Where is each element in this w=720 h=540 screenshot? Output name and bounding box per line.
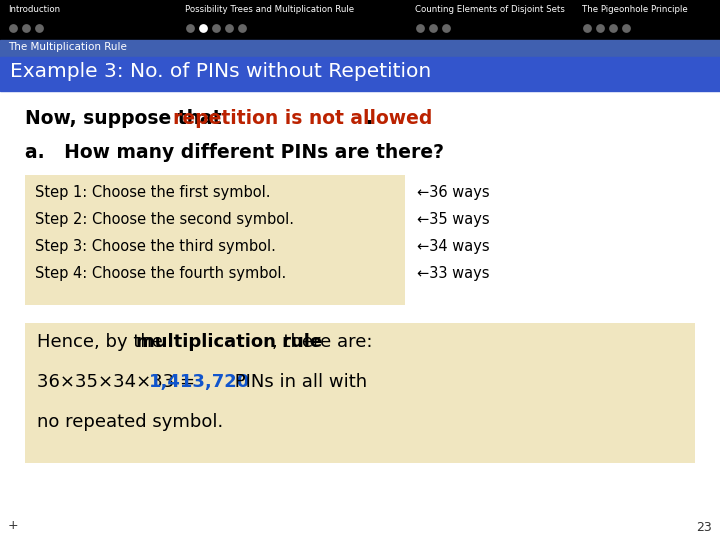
Point <box>33 24 45 32</box>
Text: 36×35×34×33 =: 36×35×34×33 = <box>37 373 201 391</box>
Text: Step 4: Choose the fourth symbol.: Step 4: Choose the fourth symbol. <box>35 266 287 281</box>
Text: 23: 23 <box>696 521 712 534</box>
Text: repetition is not allowed: repetition is not allowed <box>173 109 433 128</box>
Point <box>7 24 19 32</box>
Bar <box>0 91 720 540</box>
Bar <box>0 0 720 40</box>
Point <box>236 24 248 32</box>
Text: 1,413,720: 1,413,720 <box>149 373 251 391</box>
Bar <box>0 57 720 91</box>
Text: , there are:: , there are: <box>272 333 372 351</box>
Text: Step 2: Choose the second symbol.: Step 2: Choose the second symbol. <box>35 212 294 227</box>
Point <box>594 24 606 32</box>
Point <box>210 24 222 32</box>
Point <box>184 24 196 32</box>
Text: no repeated symbol.: no repeated symbol. <box>37 413 223 431</box>
Text: Possibility Trees and Multiplication Rule: Possibility Trees and Multiplication Rul… <box>185 5 354 14</box>
Point <box>223 24 235 32</box>
Point <box>414 24 426 32</box>
Text: The Pigeonhole Principle: The Pigeonhole Principle <box>582 5 688 14</box>
Text: ←36 ways: ←36 ways <box>417 185 490 200</box>
Point <box>620 24 631 32</box>
Text: Counting Elements of Disjoint Sets: Counting Elements of Disjoint Sets <box>415 5 565 14</box>
Text: .: . <box>365 109 372 128</box>
Text: a.   How many different PINs are there?: a. How many different PINs are there? <box>25 143 444 162</box>
Text: ←35 ways: ←35 ways <box>417 212 490 227</box>
Text: Hence, by the: Hence, by the <box>37 333 168 351</box>
Text: Step 1: Choose the first symbol.: Step 1: Choose the first symbol. <box>35 185 271 200</box>
Point <box>20 24 32 32</box>
Text: PINs in all with: PINs in all with <box>229 373 367 391</box>
Bar <box>0 40 720 57</box>
Point <box>427 24 438 32</box>
Text: Introduction: Introduction <box>8 5 60 14</box>
FancyBboxPatch shape <box>25 175 405 305</box>
Text: ←34 ways: ←34 ways <box>417 239 490 254</box>
Text: ←33 ways: ←33 ways <box>417 266 490 281</box>
Point <box>581 24 593 32</box>
FancyBboxPatch shape <box>25 323 695 463</box>
Text: Example 3: No. of PINs without Repetition: Example 3: No. of PINs without Repetitio… <box>10 62 431 81</box>
Text: +: + <box>8 519 19 532</box>
Point <box>440 24 451 32</box>
Text: Now, suppose that: Now, suppose that <box>25 109 228 128</box>
Text: The Multiplication Rule: The Multiplication Rule <box>8 43 127 52</box>
Point <box>197 24 209 32</box>
Text: multiplication rule: multiplication rule <box>136 333 322 351</box>
Text: Step 3: Choose the third symbol.: Step 3: Choose the third symbol. <box>35 239 276 254</box>
Point <box>607 24 618 32</box>
